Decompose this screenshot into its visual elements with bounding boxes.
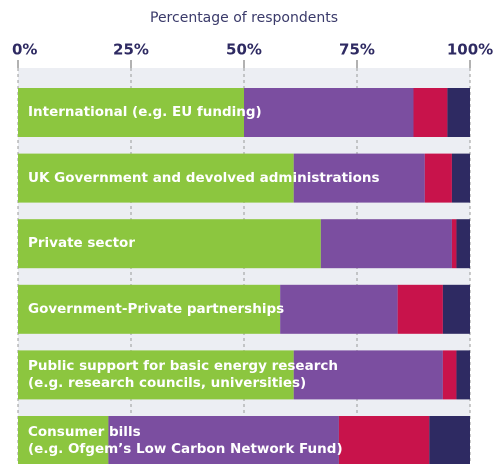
bar-segment	[18, 284, 281, 334]
x-tick-label: 75%	[339, 41, 375, 59]
bar-segment	[442, 284, 470, 334]
bar-segment	[429, 416, 470, 464]
bar-segment	[18, 350, 294, 400]
bar-segment	[18, 88, 244, 137]
bar-segment	[293, 350, 443, 400]
x-tick-label: 50%	[226, 41, 262, 59]
category-label: Public support for basic energy research…	[28, 357, 338, 391]
bar-segment	[280, 284, 398, 334]
bar-segment	[293, 153, 425, 203]
bar-segment	[397, 284, 443, 334]
category-label: International (e.g. EU funding)	[28, 104, 262, 120]
bar-segment	[338, 416, 430, 464]
category-label: Government-Private partnerships	[28, 300, 285, 317]
x-tick-label: 0%	[12, 41, 37, 59]
bar-segment	[108, 416, 339, 464]
bar-segment	[451, 219, 457, 269]
bar-segment	[320, 219, 452, 269]
axis-label: Percentage of respondents	[150, 10, 338, 26]
bar-segment	[451, 153, 470, 203]
bar-segment	[18, 153, 294, 203]
bar-segment	[424, 153, 452, 203]
x-tick-label: 25%	[113, 41, 149, 59]
bar-segment	[18, 416, 109, 464]
x-tick-label: 100%	[447, 41, 493, 59]
category-label: Private sector	[28, 235, 135, 252]
category-label: UK Government and devolved administratio…	[28, 169, 380, 186]
bar-segment	[456, 350, 470, 400]
bar-segment	[244, 88, 414, 137]
bar-segment	[413, 88, 448, 137]
bar-segment	[18, 219, 321, 269]
bar-segment	[456, 219, 470, 269]
category-label: Consumer bills (e.g. Ofgem’s Low Carbon …	[28, 423, 343, 457]
bar-segment	[447, 88, 470, 137]
bar-segment	[442, 350, 457, 400]
